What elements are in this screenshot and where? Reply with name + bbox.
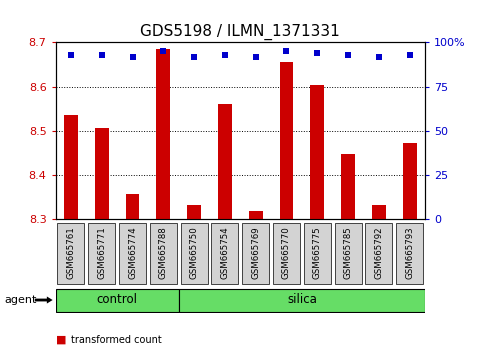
- Text: GSM665750: GSM665750: [190, 226, 199, 279]
- Bar: [365, 223, 392, 284]
- Text: silica: silica: [287, 293, 317, 306]
- Text: GSM665788: GSM665788: [159, 226, 168, 279]
- Bar: [126, 194, 140, 219]
- Bar: [403, 143, 416, 219]
- Bar: [181, 223, 208, 284]
- Bar: [335, 223, 362, 284]
- Bar: [56, 289, 179, 312]
- Text: transformed count: transformed count: [71, 335, 162, 345]
- Text: GSM665761: GSM665761: [67, 226, 75, 279]
- Bar: [304, 223, 331, 284]
- Bar: [372, 205, 386, 219]
- Bar: [218, 104, 232, 219]
- Bar: [311, 85, 324, 219]
- Text: GSM665774: GSM665774: [128, 226, 137, 279]
- Bar: [341, 154, 355, 219]
- Text: ■: ■: [56, 335, 66, 345]
- Bar: [64, 115, 78, 219]
- Bar: [212, 223, 239, 284]
- Bar: [150, 223, 177, 284]
- Bar: [242, 223, 269, 284]
- Bar: [187, 205, 201, 219]
- Bar: [119, 223, 146, 284]
- Text: agent: agent: [5, 295, 37, 305]
- Bar: [156, 49, 170, 219]
- Bar: [179, 289, 425, 312]
- Text: GSM665785: GSM665785: [343, 226, 353, 279]
- Bar: [280, 62, 293, 219]
- Text: GSM665775: GSM665775: [313, 226, 322, 279]
- Bar: [396, 223, 423, 284]
- Text: GSM665792: GSM665792: [374, 226, 384, 279]
- Text: GSM665793: GSM665793: [405, 226, 414, 279]
- Bar: [88, 223, 115, 284]
- Text: GSM665771: GSM665771: [97, 226, 106, 279]
- Bar: [273, 223, 300, 284]
- Bar: [57, 223, 85, 284]
- Title: GDS5198 / ILMN_1371331: GDS5198 / ILMN_1371331: [141, 23, 340, 40]
- Text: control: control: [97, 293, 138, 306]
- Text: GSM665769: GSM665769: [251, 226, 260, 279]
- Bar: [95, 128, 109, 219]
- Bar: [249, 211, 263, 219]
- Text: GSM665754: GSM665754: [220, 226, 229, 279]
- Text: GSM665770: GSM665770: [282, 226, 291, 279]
